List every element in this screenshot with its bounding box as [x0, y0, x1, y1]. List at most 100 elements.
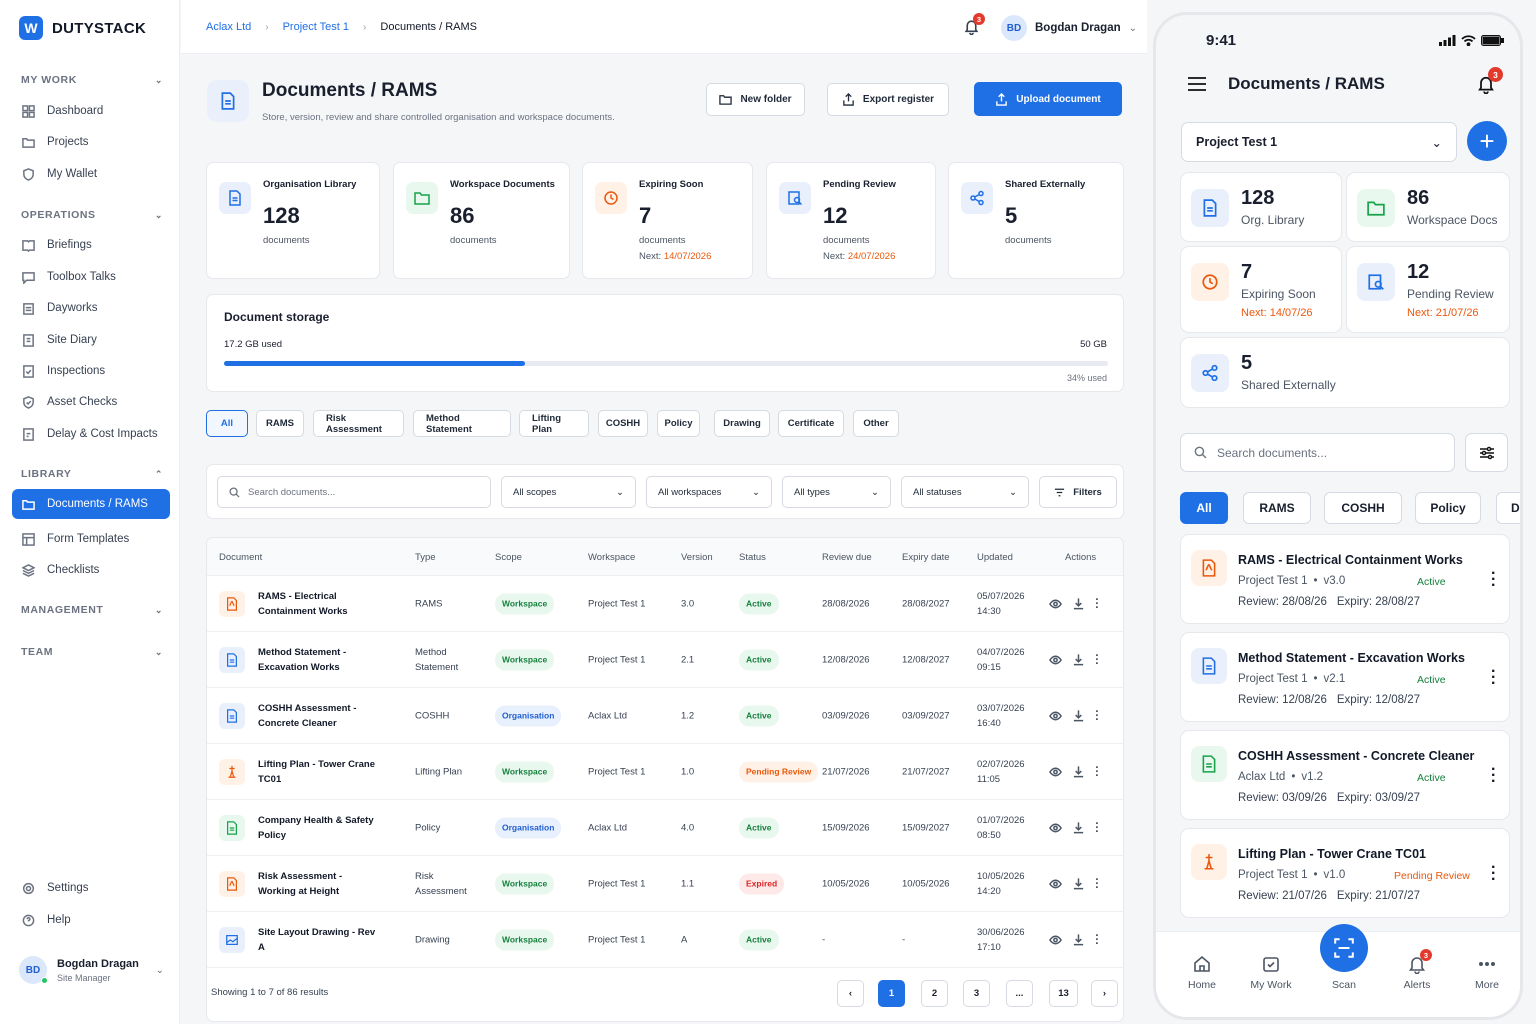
kpi-card-pending[interactable]: Pending Review 12 documents Next: 24/07/…	[766, 162, 936, 279]
view-icon[interactable]	[1049, 709, 1062, 722]
mobile-notifications-button[interactable]: 3	[1476, 67, 1503, 99]
sidebar-item-asset-checks[interactable]: Asset Checks	[12, 387, 170, 417]
search-input[interactable]: Search documents...	[217, 476, 491, 508]
brand-logo[interactable]: W DUTYSTACK	[19, 16, 146, 40]
status-select[interactable]: All statuses ⌄	[901, 476, 1029, 508]
filter-chip-other[interactable]: Other	[853, 410, 899, 437]
column-header[interactable]: Workspace	[588, 552, 636, 563]
tab-home[interactable]: Home	[1172, 954, 1232, 991]
table-row[interactable]: Site Layout Drawing - Rev A Drawing Worksp…	[207, 912, 1123, 968]
filter-chip-method-statement[interactable]: Method Statement	[413, 410, 511, 437]
sidebar-item-toolbox[interactable]: Toolbox Talks	[12, 262, 170, 292]
add-document-button[interactable]: +	[1467, 121, 1507, 161]
prev-page-button[interactable]: ‹	[837, 980, 864, 1007]
next-page-button[interactable]: ›	[1091, 980, 1118, 1007]
mobile-document-card[interactable]: Lifting Plan - Tower Crane TC01 Project T…	[1180, 828, 1510, 918]
column-header[interactable]: Actions	[1065, 552, 1097, 563]
filter-chip-lifting-plan[interactable]: Lifting Plan	[519, 410, 589, 437]
view-icon[interactable]	[1049, 821, 1062, 834]
document-name[interactable]: Company Health & Safety Policy	[258, 814, 374, 841]
sidebar-item-settings[interactable]: Settings	[12, 873, 170, 903]
mobile-document-card[interactable]: Method Statement - Excavation Works Proje…	[1180, 632, 1510, 722]
document-name[interactable]: RAMS - Electrical Containment Works	[258, 590, 348, 617]
filter-chip-rams[interactable]: RAMS	[256, 410, 304, 437]
mobile-kpi-pending[interactable]: 12 Pending Review Next: 21/07/26	[1346, 246, 1510, 333]
table-row[interactable]: Company Health & Safety Policy Policy Orga…	[207, 800, 1123, 856]
kpi-card-workspace[interactable]: Workspace Documents 86 documents	[393, 162, 570, 279]
more-vertical-icon[interactable]: ···	[1491, 565, 1497, 594]
download-icon[interactable]	[1072, 877, 1085, 890]
mobile-search-input[interactable]: Search documents...	[1180, 433, 1455, 472]
mobile-chip-rams[interactable]: RAMS	[1243, 492, 1311, 524]
document-name[interactable]: Risk Assessment - Working at Height	[258, 870, 343, 897]
page-button[interactable]: 2	[921, 980, 948, 1007]
project-select[interactable]: Project Test 1 ⌄	[1181, 122, 1457, 162]
page-button[interactable]: 1	[878, 980, 905, 1007]
section-management[interactable]: MANAGEMENT ⌄	[21, 604, 163, 616]
table-row[interactable]: RAMS - Electrical Containment Works RAMS W…	[207, 576, 1123, 632]
sidebar-item-help[interactable]: Help	[12, 905, 170, 935]
filter-chip-all[interactable]: All	[206, 410, 248, 437]
section-team[interactable]: TEAM ⌄	[21, 646, 163, 658]
download-icon[interactable]	[1072, 821, 1085, 834]
page-button[interactable]: 13	[1049, 980, 1078, 1007]
section-operations[interactable]: OPERATIONS ⌄	[21, 209, 163, 221]
more-vertical-icon[interactable]: ···	[1090, 653, 1104, 666]
more-vertical-icon[interactable]: ···	[1090, 933, 1104, 946]
workspace-select[interactable]: All workspaces ⌄	[646, 476, 772, 508]
sidebar-item-delay[interactable]: Delay & Cost Impacts	[12, 419, 170, 449]
user-menu[interactable]: BD Bogdan Dragan ⌄	[1001, 15, 1137, 41]
download-icon[interactable]	[1072, 653, 1085, 666]
view-icon[interactable]	[1049, 653, 1062, 666]
filter-chip-drawing[interactable]: Drawing	[714, 410, 770, 437]
sidebar-user[interactable]: BD Bogdan Dragan Site Manager ⌄	[19, 956, 164, 984]
download-icon[interactable]	[1072, 933, 1085, 946]
download-icon[interactable]	[1072, 709, 1085, 722]
more-vertical-icon[interactable]: ···	[1090, 597, 1104, 610]
mobile-chip-coshh[interactable]: COSHH	[1324, 492, 1402, 524]
mobile-document-card[interactable]: RAMS - Electrical Containment Works Proje…	[1180, 534, 1510, 624]
sidebar-item-wallet[interactable]: My Wallet	[12, 159, 170, 189]
column-header[interactable]: Expiry date	[902, 552, 950, 563]
column-header[interactable]: Version	[681, 552, 713, 563]
filter-chip-risk-assessment[interactable]: Risk Assessment	[313, 410, 404, 437]
mobile-kpi-shared[interactable]: 5 Shared Externally	[1180, 337, 1510, 408]
download-icon[interactable]	[1072, 765, 1085, 778]
mobile-chip-all[interactable]: All	[1180, 492, 1228, 524]
sidebar-item-documents[interactable]: Documents / RAMS	[12, 489, 170, 519]
type-select[interactable]: All types ⌄	[782, 476, 891, 508]
sidebar-item-dayworks[interactable]: Dayworks	[12, 293, 170, 323]
column-header[interactable]: Status	[739, 552, 766, 563]
notifications-button[interactable]: 3	[963, 13, 985, 40]
page-button[interactable]: ...	[1006, 980, 1033, 1007]
upload-document-button[interactable]: Upload document	[974, 82, 1122, 116]
scope-select[interactable]: All scopes ⌄	[501, 476, 636, 508]
table-row[interactable]: Lifting Plan - Tower Crane TC01 Lifting P…	[207, 744, 1123, 800]
sidebar-item-projects[interactable]: Projects	[12, 127, 170, 157]
mobile-chip-dr[interactable]: Dr	[1496, 492, 1520, 524]
mobile-kpi-expiring[interactable]: 7 Expiring Soon Next: 14/07/26	[1180, 246, 1342, 333]
filter-chip-policy[interactable]: Policy	[657, 410, 700, 437]
kpi-card-shared[interactable]: Shared Externally 5 documents	[948, 162, 1124, 279]
sidebar-item-diary[interactable]: Site Diary	[12, 325, 170, 355]
table-row[interactable]: Risk Assessment - Working at Height Risk …	[207, 856, 1123, 912]
sidebar-item-inspections[interactable]: Inspections	[12, 356, 170, 386]
section-library[interactable]: LIBRARY ⌃	[21, 468, 163, 480]
table-row[interactable]: Method Statement - Excavation Works Metho…	[207, 632, 1123, 688]
filters-button[interactable]: Filters	[1039, 476, 1117, 508]
more-vertical-icon[interactable]: ···	[1090, 877, 1104, 890]
download-icon[interactable]	[1072, 597, 1085, 610]
column-header[interactable]: Updated	[977, 552, 1013, 563]
column-header[interactable]: Type	[415, 552, 436, 563]
more-vertical-icon[interactable]: ···	[1090, 765, 1104, 778]
breadcrumb-project[interactable]: Project Test 1	[282, 21, 350, 33]
mobile-kpi-workspace[interactable]: 86 Workspace Docs	[1346, 172, 1510, 242]
document-name[interactable]: COSHH Assessment - Concrete Cleaner	[258, 702, 357, 729]
page-button[interactable]: 3	[963, 980, 990, 1007]
scan-button[interactable]	[1320, 924, 1368, 972]
more-vertical-icon[interactable]: ···	[1491, 859, 1497, 888]
more-vertical-icon[interactable]: ···	[1090, 821, 1104, 834]
mobile-kpi-org[interactable]: 128 Org. Library	[1180, 172, 1342, 242]
document-name[interactable]: Method Statement - Excavation Works	[258, 646, 347, 673]
filter-chip-certificate[interactable]: Certificate	[778, 410, 844, 437]
